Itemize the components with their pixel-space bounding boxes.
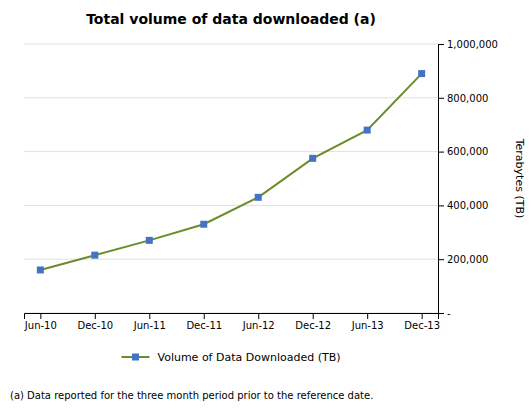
y-tick-label: 200,000 — [447, 254, 488, 265]
y-tick-label: 800,000 — [447, 93, 488, 104]
y-tick: 800,000 — [438, 93, 488, 104]
x-tick: Dec-13 — [404, 313, 440, 331]
x-tick-label: Jun-12 — [242, 320, 275, 331]
y-tick-mark — [438, 205, 444, 206]
x-tick: Jun-12 — [242, 313, 275, 331]
x-tick: Dec-10 — [77, 313, 113, 331]
y-tick-mark — [438, 152, 444, 153]
line — [40, 74, 421, 270]
x-tick-label: Jun-11 — [133, 320, 166, 331]
y-tick-label: 600,000 — [447, 146, 488, 157]
chart: Jun-10 Dec-10 Jun-11 Dec-11 Jun-12 Dec-12 Jun-… — [0, 0, 530, 409]
y-tick-mark — [438, 259, 444, 260]
marks — [37, 70, 425, 273]
x-tick-label: Jun-10 — [24, 320, 57, 331]
marker — [309, 155, 316, 162]
footnote: (a) Data reported for the three month pe… — [10, 390, 373, 401]
marker — [255, 194, 262, 201]
y-tick-mark — [438, 44, 444, 45]
x-tick: Dec-11 — [186, 313, 222, 331]
legend-marker — [132, 354, 139, 361]
grid-line — [24, 259, 438, 260]
x-tick-mark — [95, 313, 96, 319]
grid-line — [24, 151, 438, 152]
grid-line — [24, 97, 438, 98]
x-tick-mark — [204, 313, 205, 319]
legend: Volume of Data Downloaded (TB) — [121, 351, 340, 364]
marker — [200, 221, 207, 228]
x-tick: Jun-11 — [133, 313, 166, 331]
x-tick: Jun-13 — [351, 313, 384, 331]
marker — [91, 252, 98, 259]
y-tick-label: 400,000 — [447, 200, 488, 211]
y-tick-label: 1,000,000 — [447, 39, 498, 50]
x-tick-mark — [422, 313, 423, 319]
y-tick: 600,000 — [438, 146, 488, 157]
y-axis-title: Terabytes (TB) — [513, 138, 526, 219]
y-tick: 400,000 — [438, 200, 488, 211]
y-tick-label: - — [447, 308, 451, 319]
legend-label: Volume of Data Downloaded (TB) — [157, 351, 340, 364]
y-tick: 200,000 — [438, 254, 488, 265]
x-axis: Jun-10 Dec-10 Jun-11 Dec-11 Jun-12 Dec-12 Jun-… — [24, 313, 440, 331]
legend-item: Volume of Data Downloaded (TB) — [121, 351, 340, 364]
x-tick-label: Dec-12 — [295, 320, 331, 331]
title: Total volume of data downloaded (a) — [86, 11, 376, 27]
marker — [418, 70, 425, 77]
x-tick: Jun-10 — [24, 313, 57, 331]
y-axis-line — [439, 45, 445, 314]
x-tick-mark — [40, 313, 41, 319]
y-tick: 1,000,000 — [438, 39, 498, 50]
x-tick-label: Dec-11 — [186, 320, 222, 331]
plot-area: Jun-10 Dec-10 Jun-11 Dec-11 Jun-12 Dec-12 Jun-… — [24, 39, 498, 331]
x-tick-mark — [367, 313, 368, 319]
marker — [364, 127, 371, 134]
y-axis: - 200,000 400,000 600,000 800,000 1,000,000 — [438, 39, 498, 319]
grid-line — [24, 205, 438, 206]
x-tick-mark — [258, 313, 259, 319]
x-tick-label: Dec-10 — [77, 320, 113, 331]
grid-line — [24, 44, 438, 45]
marker — [146, 237, 153, 244]
marker — [37, 266, 44, 273]
x-tick-label: Jun-13 — [351, 320, 384, 331]
x-tick-mark — [313, 313, 314, 319]
x-tick-label: Dec-13 — [404, 320, 440, 331]
y-tick-mark — [438, 98, 444, 99]
x-tick: Dec-12 — [295, 313, 331, 331]
y-tick-mark — [438, 313, 444, 314]
x-axis-line — [25, 314, 439, 320]
grid — [24, 44, 438, 313]
y-tick: - — [438, 308, 451, 319]
x-tick-mark — [149, 313, 150, 319]
